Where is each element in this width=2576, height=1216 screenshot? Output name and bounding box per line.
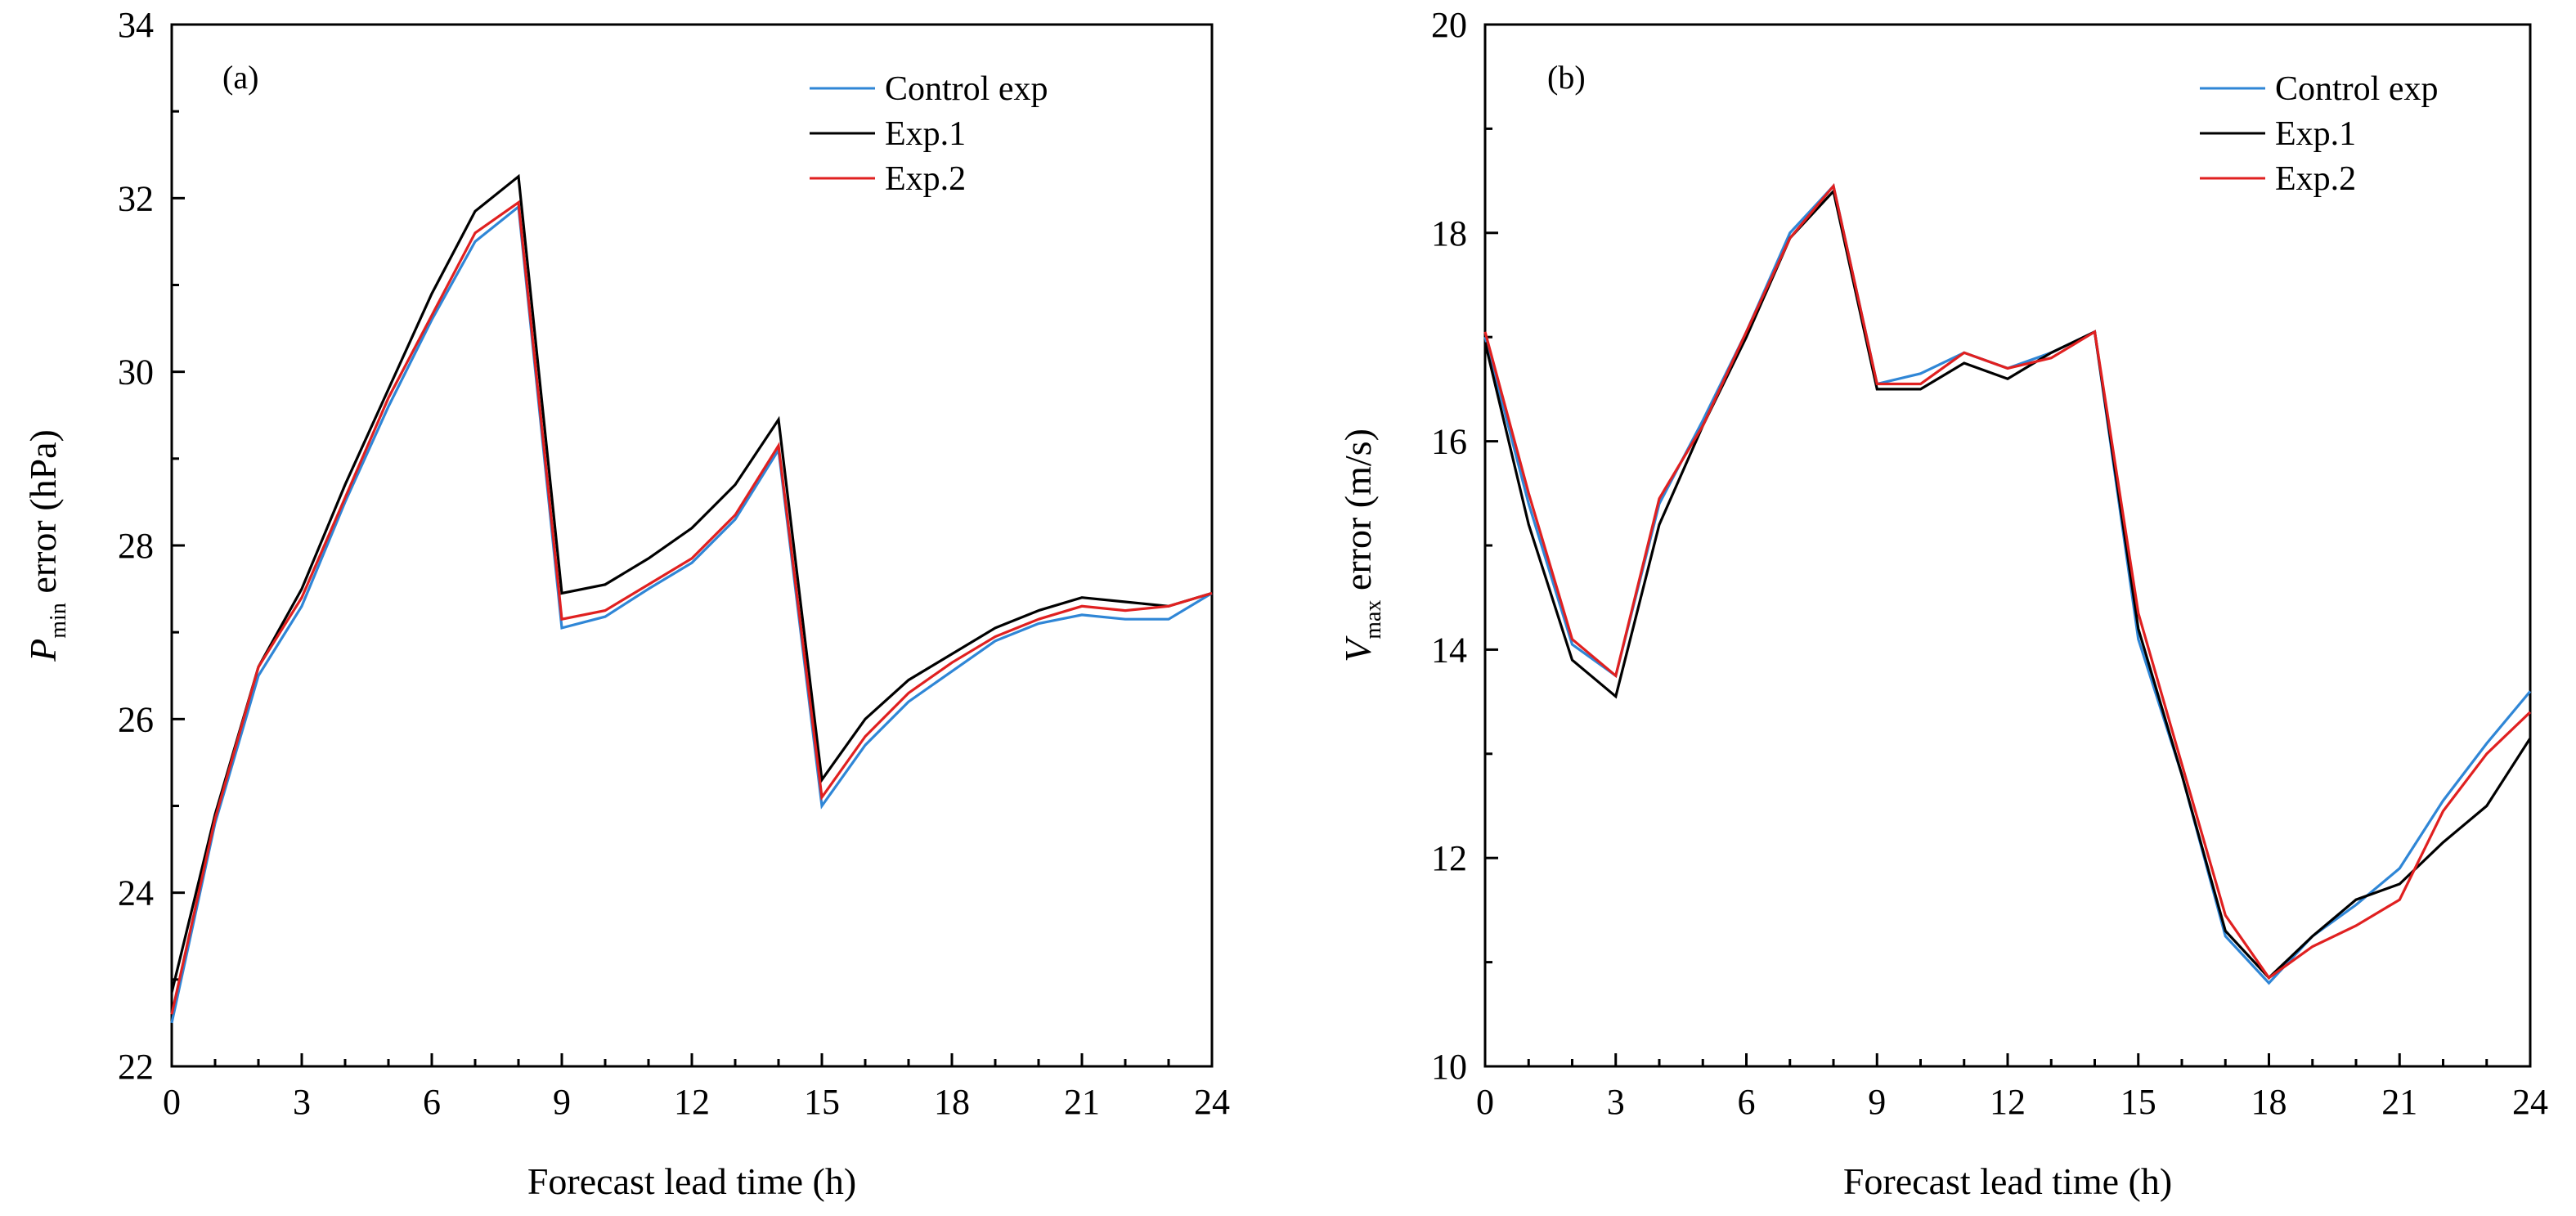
panel-b-x-tick-label-6: 6 [1738, 1082, 1756, 1122]
panel-b-y-tick-label-10: 10 [1431, 1047, 1467, 1087]
panel-a-y-axis-title-sub: min [46, 603, 71, 639]
panel-a-x-tick-label-21: 21 [1064, 1082, 1100, 1122]
panel-b-series-line-exp-2 [1483, 182, 2532, 980]
panel-a-x-tick-label-0: 0 [163, 1082, 181, 1122]
panel-b-y-tick-label-16: 16 [1431, 422, 1467, 462]
panel-b-ticks: 0 3 6 9 12 15 18 21 24 10 12 14 16 18 20 [1431, 5, 2548, 1122]
panel-b-legend-label-exp1: Exp.1 [2275, 115, 2356, 153]
panel-b-y-tick-label-20: 20 [1431, 5, 1467, 45]
panel-b-x-tick-label-0: 0 [1476, 1082, 1494, 1122]
panel-a-pmin-error: 0 3 6 9 12 15 18 21 24 22 24 26 28 30 32 34 (a) Forecas… [22, 5, 1230, 1202]
panel-b-x-tick-label-3: 3 [1607, 1082, 1625, 1122]
panel-a-x-tick-label-15: 15 [804, 1082, 840, 1122]
panel-b-label: (b) [1547, 59, 1586, 96]
panel-b-vmax-error: 0 3 6 9 12 15 18 21 24 10 12 14 16 18 20 (b) Forecast … [1337, 5, 2548, 1202]
panel-a-y-tick-label-34: 34 [118, 5, 154, 45]
panel-a-y-tick-label-30: 30 [118, 352, 154, 393]
panel-a-legend-label-exp1: Exp.1 [885, 115, 966, 153]
panel-b-legend-label-exp2: Exp.2 [2275, 160, 2356, 198]
panel-a-series-line-exp-2 [170, 200, 1213, 1015]
panel-a-y-tick-label-26: 26 [118, 699, 154, 739]
panel-a-y-tick-label-28: 28 [118, 526, 154, 566]
panel-a-x-axis-title: Forecast lead time (h) [527, 1160, 856, 1202]
panel-a-x-tick-label-3: 3 [293, 1082, 311, 1122]
panel-a-legend: Control exp Exp.1 Exp.2 [810, 70, 1048, 198]
panel-b-y-tick-label-14: 14 [1431, 630, 1467, 670]
panel-b-legend-label-control: Control exp [2275, 70, 2438, 108]
panel-b-x-axis-title: Forecast lead time (h) [1843, 1160, 2172, 1202]
panel-b-x-tick-label-21: 21 [2381, 1082, 2417, 1122]
panel-a-y-tick-label-22: 22 [118, 1047, 154, 1087]
panel-b-y-axis-title-main: V [1337, 635, 1379, 662]
panel-b-x-tick-label-18: 18 [2251, 1082, 2287, 1122]
panel-a-series [170, 173, 1213, 1024]
panel-a-x-tick-label-9: 9 [553, 1082, 571, 1122]
panel-a-y-tick-label-24: 24 [118, 873, 154, 913]
panel-b-y-tick-label-18: 18 [1431, 213, 1467, 254]
panel-b-x-tick-label-9: 9 [1868, 1082, 1886, 1122]
panel-a-x-tick-label-24: 24 [1194, 1082, 1230, 1122]
panel-b-series [1483, 182, 2532, 985]
panel-a-x-tick-label-12: 12 [674, 1082, 710, 1122]
panel-b-legend: Control exp Exp.1 Exp.2 [2200, 70, 2438, 198]
panel-b-x-tick-label-24: 24 [2512, 1082, 2548, 1122]
panel-a-y-axis-title-main: P [22, 639, 64, 662]
panel-b-x-tick-label-12: 12 [1990, 1082, 2026, 1122]
panel-a-legend-label-exp2: Exp.2 [885, 160, 966, 198]
panel-a-series-line-control-exp [170, 204, 1213, 1024]
panel-b-y-tick-label-12: 12 [1431, 838, 1467, 878]
panel-a-y-axis-title: Pmin error (hPa) [22, 429, 71, 662]
panel-b-plot-frame [1483, 23, 2532, 1068]
panel-b-x-tick-label-15: 15 [2120, 1082, 2156, 1122]
panel-a-legend-label-control: Control exp [885, 70, 1048, 108]
panel-a-label: (a) [222, 59, 258, 96]
panel-b-y-axis-title: Vmax error (m/s) [1337, 429, 1386, 662]
panel-a-ticks: 0 3 6 9 12 15 18 21 24 22 24 26 28 30 32 34 [118, 5, 1230, 1122]
panel-a-series-line-exp-1 [170, 173, 1213, 994]
panel-a-x-tick-label-6: 6 [423, 1082, 441, 1122]
panel-a-x-tick-label-18: 18 [934, 1082, 970, 1122]
panel-a-y-tick-label-32: 32 [118, 178, 154, 218]
panel-b-y-axis-title-rest: error (m/s) [1337, 429, 1379, 599]
panel-b-y-axis-title-sub: max [1361, 600, 1386, 639]
panel-b-series-line-exp-1 [1483, 188, 2532, 980]
panel-a-y-axis-title-rest: error (hPa) [22, 429, 64, 603]
panel-b-series-line-control-exp [1483, 183, 2532, 985]
